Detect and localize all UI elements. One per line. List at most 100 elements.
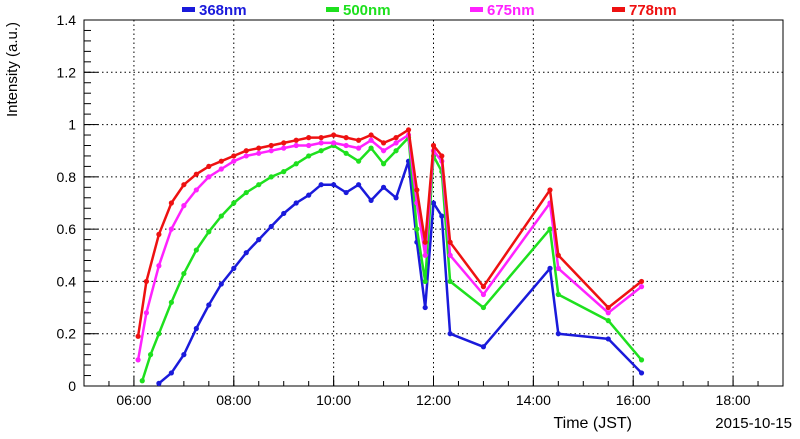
data-point	[447, 239, 453, 245]
data-point	[380, 148, 387, 154]
data-point	[356, 158, 362, 164]
data-point	[293, 142, 299, 149]
data-point	[268, 148, 274, 154]
data-point	[368, 197, 374, 203]
data-point	[555, 252, 561, 258]
data-point	[256, 182, 262, 188]
data-point	[356, 137, 362, 143]
series-line	[158, 159, 643, 385]
series-368nm	[156, 158, 645, 386]
data-point	[547, 226, 553, 232]
data-point	[306, 153, 312, 159]
data-point	[422, 239, 428, 245]
y-tick-label: 1.2	[57, 64, 77, 80]
data-point	[206, 163, 212, 169]
data-point	[447, 331, 453, 337]
data-point	[256, 150, 262, 156]
data-point	[268, 223, 274, 230]
legend: 368nm 500nm 675nm 778nm	[182, 2, 677, 19]
y-tick-label: 0.8	[57, 169, 77, 185]
data-point	[256, 145, 262, 151]
y-tick-label: 0	[68, 378, 76, 394]
data-point	[206, 302, 212, 308]
legend-swatch	[470, 7, 483, 12]
legend-label: 675nm	[487, 2, 535, 19]
data-point	[156, 231, 162, 237]
data-point	[318, 140, 324, 146]
x-tick-label: 12:00	[416, 392, 451, 408]
data-point	[422, 252, 428, 258]
series-778nm	[135, 127, 645, 339]
legend-swatch	[326, 7, 339, 12]
data-point	[393, 148, 399, 154]
data-point	[393, 195, 399, 201]
data-point	[343, 135, 349, 141]
data-point	[218, 166, 224, 172]
data-point	[414, 226, 420, 232]
data-point	[281, 169, 287, 175]
x-tick-label: 16:00	[616, 392, 651, 408]
data-point	[393, 135, 399, 141]
data-point	[147, 352, 154, 358]
data-point	[605, 304, 611, 311]
data-point	[156, 263, 162, 269]
series-line	[136, 128, 643, 337]
data-point	[343, 142, 349, 149]
data-point	[430, 142, 437, 149]
x-tick-label: 10:00	[316, 392, 351, 408]
data-point	[414, 187, 420, 193]
data-point	[331, 132, 337, 138]
y-tick-label: 0.2	[57, 326, 77, 342]
data-point	[318, 135, 324, 141]
data-point	[318, 148, 324, 154]
data-point	[168, 226, 174, 232]
data-point	[268, 142, 274, 149]
data-point	[447, 252, 453, 258]
data-point	[555, 291, 561, 298]
data-point	[368, 132, 374, 138]
data-point	[281, 140, 287, 146]
data-point	[368, 145, 374, 151]
data-point	[480, 344, 487, 350]
data-point	[356, 182, 362, 188]
series-675nm	[135, 132, 645, 363]
data-point	[181, 203, 187, 209]
data-point	[331, 140, 337, 146]
data-point	[218, 281, 224, 287]
data-point	[231, 200, 237, 206]
data-point	[356, 145, 362, 151]
data-point	[243, 153, 249, 159]
legend-label: 778nm	[629, 2, 677, 19]
data-point	[480, 304, 487, 311]
data-point	[422, 278, 428, 285]
data-point	[306, 142, 312, 149]
x-tick-label: 08:00	[216, 392, 251, 408]
data-point	[555, 331, 561, 337]
data-point	[181, 182, 187, 188]
y-axis-label: Intensity (a.u.)	[4, 22, 21, 117]
data-point	[181, 352, 187, 358]
y-tick-label: 1	[68, 117, 76, 133]
data-point	[135, 333, 141, 339]
x-tick-label: 06:00	[116, 392, 151, 408]
data-point	[181, 270, 187, 277]
data-point	[605, 336, 611, 342]
data-point	[268, 174, 274, 180]
data-point	[135, 357, 141, 363]
data-point	[231, 153, 237, 159]
data-point	[193, 247, 199, 253]
series-line	[141, 136, 643, 382]
data-point	[193, 325, 199, 332]
data-point	[256, 237, 262, 243]
data-point	[343, 189, 349, 196]
data-point	[243, 189, 249, 196]
data-point	[281, 210, 287, 217]
series-layer	[135, 127, 645, 386]
y-tick-label: 0.4	[57, 273, 77, 289]
y-tick-label: 1.4	[57, 12, 77, 28]
data-point	[293, 200, 299, 206]
legend-label: 500nm	[343, 2, 391, 19]
data-point	[439, 213, 445, 219]
data-point	[638, 278, 645, 285]
data-point	[422, 304, 428, 311]
